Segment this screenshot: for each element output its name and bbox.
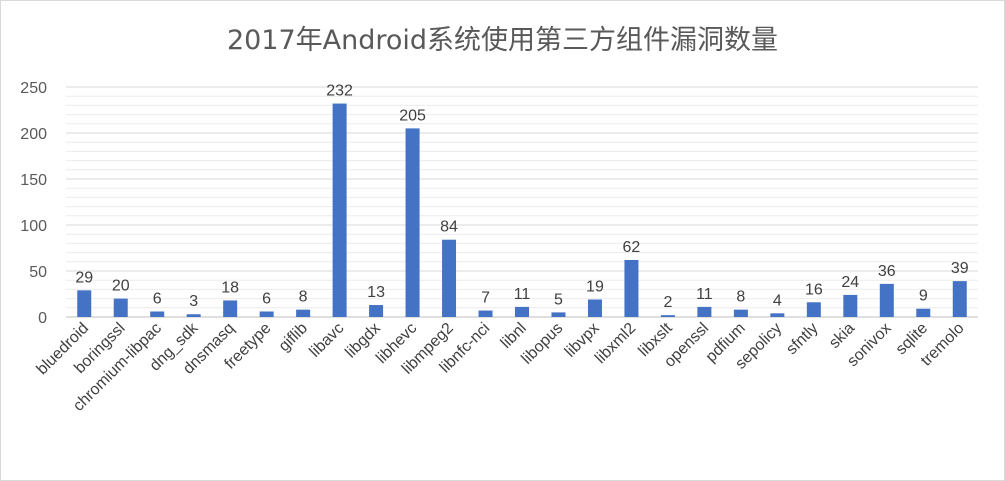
- category-label: libxml2: [592, 320, 639, 367]
- data-label: 205: [399, 107, 426, 124]
- bar: [660, 315, 675, 317]
- x-axis-categories: bluedroidboringsslchromium-libpacdng_sdk…: [34, 319, 968, 415]
- bar: [587, 299, 602, 317]
- category-label: libnl: [498, 320, 530, 352]
- bar: [843, 294, 858, 317]
- data-label: 4: [773, 292, 782, 309]
- data-label: 9: [919, 288, 928, 305]
- bar: [186, 314, 201, 317]
- category-label: sfntly: [783, 320, 821, 358]
- data-label: 39: [951, 260, 969, 277]
- bar: [478, 310, 493, 317]
- category-label: giflib: [276, 320, 311, 355]
- data-label: 20: [112, 278, 130, 295]
- bar: [113, 298, 128, 317]
- data-label: 13: [367, 284, 385, 301]
- data-label: 62: [623, 239, 641, 256]
- bar: [150, 311, 165, 317]
- data-label: 8: [299, 289, 308, 306]
- gridlines: [66, 86, 978, 318]
- bar: [551, 312, 566, 317]
- bar: [515, 306, 529, 317]
- chart-title: 2017年Android系统使用第三方组件漏洞数量: [226, 25, 779, 56]
- y-tick-label: 0: [38, 310, 47, 327]
- data-label: 24: [841, 274, 859, 291]
- data-label: 29: [75, 269, 93, 286]
- data-label: 18: [221, 279, 239, 296]
- bar: [733, 309, 748, 317]
- data-label: 36: [878, 263, 896, 280]
- bar: [442, 239, 457, 317]
- bar: [770, 313, 785, 317]
- y-axis-ticks: 0 50 100 150 200 250: [20, 80, 47, 327]
- bar: [952, 281, 967, 317]
- bars: [77, 103, 967, 317]
- data-label: 5: [554, 291, 563, 308]
- data-label: 6: [153, 290, 162, 307]
- category-label: libavc: [306, 320, 347, 361]
- y-tick-label: 150: [20, 172, 47, 189]
- data-label: 84: [440, 219, 458, 236]
- data-label: 2: [663, 294, 672, 311]
- bar: [369, 305, 384, 317]
- y-tick-label: 100: [20, 218, 47, 235]
- data-label: 11: [696, 286, 713, 303]
- data-label: 19: [586, 279, 604, 296]
- bar: [332, 103, 347, 317]
- bar: [77, 290, 92, 317]
- bar: [624, 259, 639, 317]
- data-label: 8: [736, 289, 745, 306]
- data-label: 232: [326, 83, 353, 100]
- data-label: 6: [262, 290, 271, 307]
- data-label: 11: [514, 286, 531, 303]
- bar: [916, 308, 931, 317]
- bar: [697, 306, 712, 317]
- category-label: libopus: [518, 320, 566, 368]
- bar: [223, 300, 238, 317]
- y-tick-label: 200: [20, 126, 47, 143]
- bar: [405, 128, 420, 317]
- data-label: 16: [805, 281, 823, 298]
- data-label: 3: [189, 293, 198, 310]
- bar: [296, 309, 311, 317]
- category-label: skia: [826, 320, 858, 352]
- bar: [879, 283, 894, 317]
- y-tick-label: 50: [29, 264, 47, 281]
- bar: [806, 302, 821, 317]
- bar: [259, 311, 274, 317]
- data-label: 7: [481, 290, 490, 307]
- y-tick-label: 250: [20, 80, 47, 97]
